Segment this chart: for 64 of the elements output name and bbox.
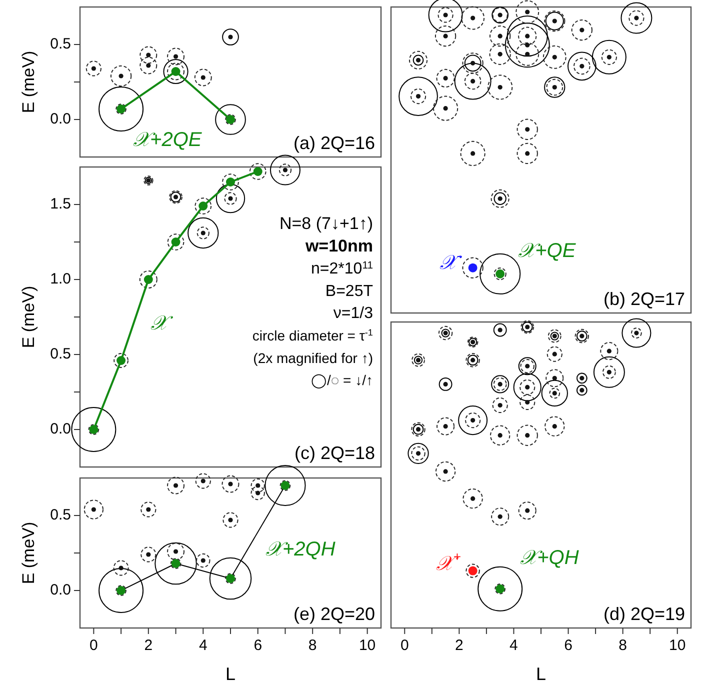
- point: [552, 424, 557, 429]
- annotation: (d) 2Q=19: [603, 604, 685, 624]
- point: [443, 106, 448, 111]
- point: [470, 16, 476, 20]
- x-tick-label: 8: [618, 637, 627, 654]
- y-tick-label: 0.0: [50, 420, 71, 438]
- point: [525, 127, 530, 132]
- y-tick-label: 1.0: [50, 270, 71, 288]
- annotation: circle diameter = τ$^{-1}$: [252, 328, 373, 344]
- point: [443, 34, 448, 38]
- annotation: B=25T: [325, 282, 374, 300]
- point: [498, 433, 502, 438]
- x-tick-label: 6: [254, 637, 262, 654]
- series-label: 𝒳+2QE: [133, 129, 202, 152]
- point: [552, 54, 557, 60]
- point: [118, 74, 124, 78]
- y-axis-title: E (meV): [19, 522, 38, 584]
- annotation: ◯/◌ = ↓/↑: [310, 372, 373, 390]
- series-label: 𝒳+QE: [518, 240, 576, 262]
- x-axis-title: L: [536, 664, 546, 684]
- annotation: (c) 2Q=18: [294, 443, 375, 463]
- annotation: (e) 2Q=20: [293, 604, 375, 624]
- point: [525, 10, 530, 14]
- x-tick-label: 6: [564, 637, 572, 654]
- point: [470, 151, 476, 156]
- series-label: 𝒳+QH: [520, 547, 580, 570]
- y-axis-title: E (meV): [19, 50, 38, 114]
- annotation: N=8 (7↓+1↑): [279, 214, 373, 233]
- y-tick-label: 0.5: [50, 35, 71, 52]
- point: [470, 496, 476, 501]
- annotation: n=2*10$^{11}$: [311, 260, 374, 278]
- point: [525, 52, 530, 56]
- x-tick-label: 10: [669, 637, 686, 654]
- x-tick-label: 8: [308, 637, 317, 654]
- x-tick-label: 0: [400, 637, 409, 654]
- x-axis-title: L: [225, 664, 236, 684]
- x-tick-label: 2: [144, 637, 153, 654]
- point: [498, 84, 502, 90]
- series-label: 𝒳+2QH: [266, 538, 336, 561]
- y-tick-label: 0.0: [50, 581, 71, 598]
- series-label: 𝒳: [150, 312, 174, 335]
- annotation: ν=1/3: [333, 305, 374, 322]
- point: [498, 52, 502, 56]
- annotation: (b) 2Q=17: [603, 289, 685, 309]
- point: [443, 469, 448, 474]
- point: [525, 42, 530, 48]
- annotation: (2x magnified for ↑): [253, 350, 373, 366]
- x-tick-label: 0: [90, 637, 98, 654]
- x-tick-label: 4: [198, 637, 208, 654]
- y-tick-label: 0.5: [50, 506, 71, 524]
- point: [525, 151, 530, 156]
- annotation: w=10nm: [304, 236, 373, 256]
- annotation: (a) 2Q=16: [293, 133, 375, 153]
- series-label: 𝒳$^{-}$: [439, 248, 462, 274]
- y-tick-label: 0.5: [50, 345, 71, 362]
- x-tick-label: 10: [358, 637, 376, 654]
- x-tick-label: 4: [510, 637, 518, 654]
- point: [580, 28, 584, 32]
- x-tick-label: 2: [455, 637, 464, 654]
- y-tick-label: 1.5: [50, 195, 71, 212]
- y-axis-title: E (meV): [19, 286, 38, 348]
- y-tick-label: 0.0: [50, 110, 71, 128]
- point: [525, 433, 530, 438]
- point: [498, 34, 502, 38]
